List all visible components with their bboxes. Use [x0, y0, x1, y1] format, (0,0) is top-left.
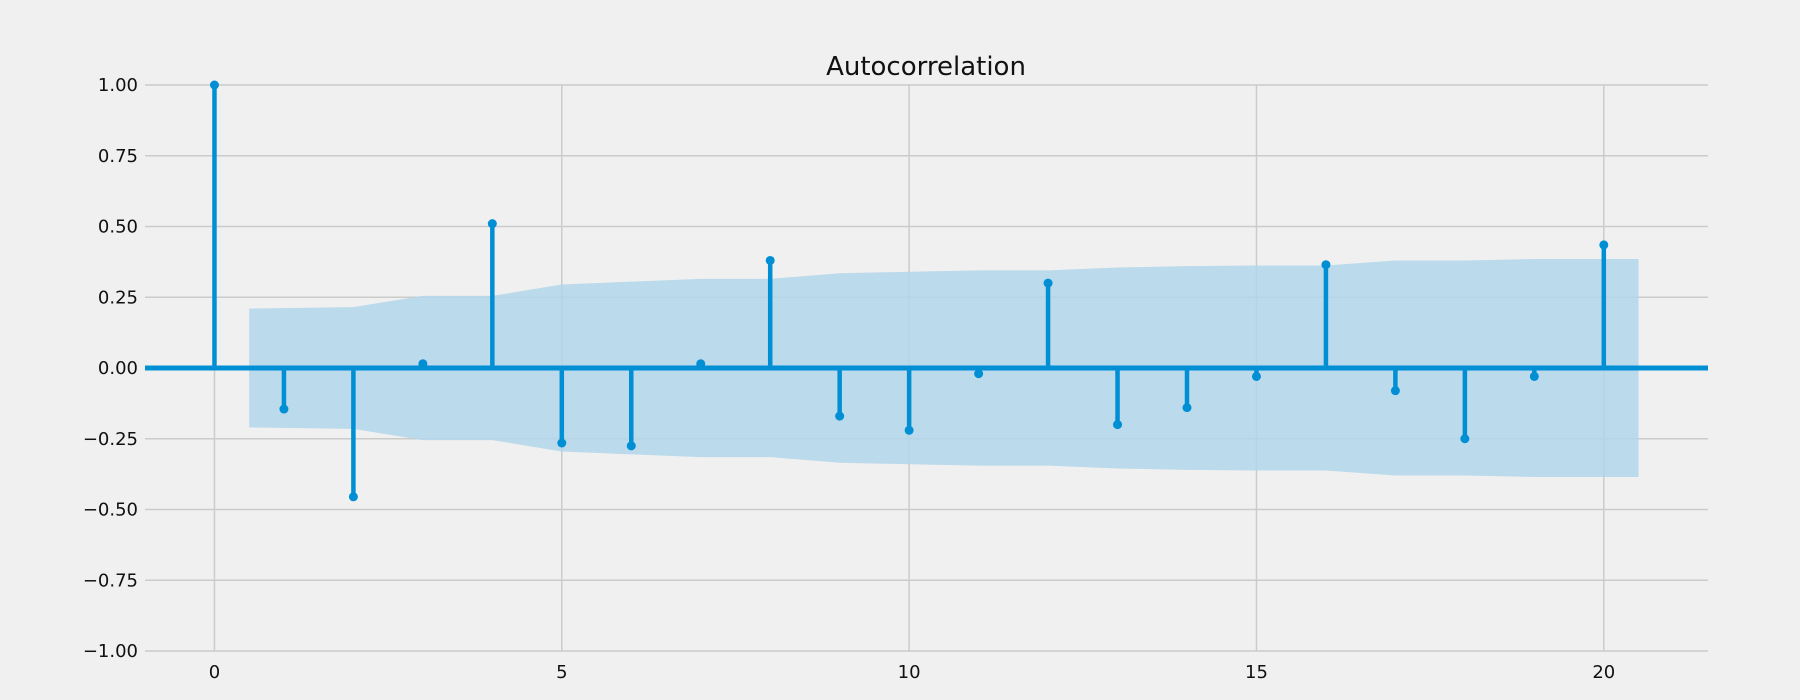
stem-marker — [209, 80, 219, 90]
chart-title: Autocorrelation — [826, 52, 1026, 82]
y-tick-label: −0.50 — [83, 500, 138, 521]
stem-marker — [1043, 278, 1053, 288]
x-tick-label: 0 — [209, 662, 220, 683]
y-tick-label: 0.00 — [98, 358, 138, 379]
stem-marker — [279, 404, 289, 414]
x-tick-label: 5 — [556, 662, 567, 683]
stem-marker — [1529, 371, 1539, 381]
stem-marker — [1113, 420, 1123, 430]
stem-marker — [487, 219, 497, 229]
y-tick-label: −0.75 — [83, 570, 138, 591]
stem-marker — [626, 441, 636, 451]
stem-marker — [1251, 371, 1261, 381]
stem-marker — [974, 369, 984, 379]
y-tick-label: −1.00 — [83, 641, 138, 662]
x-tick-label: 15 — [1245, 662, 1268, 683]
stem-marker — [904, 425, 914, 435]
stem-layer — [145, 80, 1708, 502]
y-tick-label: 0.25 — [98, 287, 138, 308]
tick-label-layer: 0 5 10 15 20 1.00 0.75 0.50 0.25 0.00 −0.25 −0.50 −0… — [83, 75, 1615, 683]
y-tick-label: 1.00 — [98, 75, 138, 96]
y-tick-label: 0.50 — [98, 217, 138, 238]
y-tick-label: 0.75 — [98, 146, 138, 167]
x-tick-label: 20 — [1592, 662, 1615, 683]
stem-marker — [557, 438, 567, 448]
stem-marker — [348, 492, 358, 502]
stem-marker — [1182, 403, 1192, 413]
stem-marker — [1390, 386, 1400, 396]
stem-marker — [835, 411, 845, 421]
stem-marker — [765, 255, 775, 265]
y-tick-label: −0.25 — [83, 429, 138, 450]
stem-marker — [1599, 240, 1609, 250]
stem-marker — [1321, 260, 1331, 270]
x-tick-label: 10 — [898, 662, 921, 683]
stem-marker — [1460, 434, 1470, 444]
